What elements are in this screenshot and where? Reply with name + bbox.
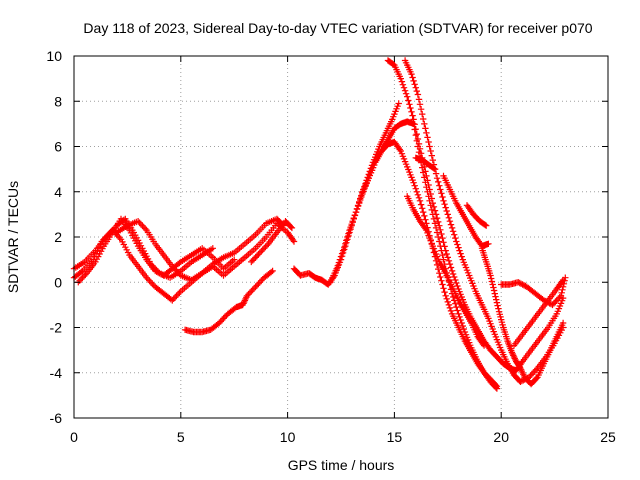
series-track-p (478, 245, 567, 388)
series-track-g-markers (290, 100, 402, 288)
series-track-n-markers (440, 172, 492, 250)
y-tick-label: 0 (54, 274, 62, 290)
series-track-r-markers (510, 276, 567, 349)
series-track-o-markers (463, 202, 490, 229)
series-track-k-markers (401, 57, 567, 385)
x-tick-label: 20 (493, 429, 509, 445)
x-tick-label: 10 (280, 429, 296, 445)
y-tick-label: 10 (46, 48, 62, 64)
x-tick-label: 0 (70, 429, 78, 445)
y-tick-label: -6 (50, 410, 63, 426)
chart-title: Day 118 of 2023, Sidereal Day-to-day VTE… (83, 20, 592, 36)
series-track-m (404, 193, 488, 349)
y-tick-labels: -6 -4 -2 0 2 4 6 8 10 (46, 48, 62, 426)
x-tick-label: 25 (600, 429, 616, 445)
series-track-i-markers (359, 138, 501, 392)
series-track-f-markers (248, 218, 296, 266)
y-tick-label: 4 (54, 184, 62, 200)
y-tick-label: 6 (54, 139, 62, 155)
series-track-f (248, 218, 296, 266)
series-track-r (510, 276, 567, 349)
series-track-h-markers (327, 118, 501, 390)
series-track-o (463, 202, 490, 229)
x-tick-label: 15 (387, 429, 403, 445)
x-axis-label: GPS time / hours (288, 457, 395, 473)
series-track-l-markers (412, 154, 439, 173)
series-track-h (327, 118, 501, 390)
series-track-i (359, 138, 501, 392)
series-track-k (401, 57, 567, 385)
x-tick-label: 5 (177, 429, 185, 445)
series-track-d-markers (113, 215, 287, 284)
y-tick-label: 2 (54, 229, 62, 245)
data-points (70, 57, 569, 392)
series-track-e (181, 267, 276, 336)
series-track-m-markers (404, 193, 488, 349)
series-track-l (412, 154, 439, 173)
y-tick-label: 8 (54, 93, 62, 109)
axis-ticks (73, 55, 609, 419)
series-track-e-markers (181, 267, 276, 336)
y-tick-label: -2 (50, 320, 63, 336)
x-tick-labels: 0 5 10 15 20 25 (70, 429, 616, 445)
y-axis-label: SDTVAR / TECUs (5, 181, 21, 293)
y-tick-label: -4 (50, 365, 63, 381)
series-track-p-markers (478, 245, 567, 388)
series-track-g (290, 100, 402, 288)
series-track-d (113, 215, 287, 284)
series-track-n (440, 172, 492, 250)
